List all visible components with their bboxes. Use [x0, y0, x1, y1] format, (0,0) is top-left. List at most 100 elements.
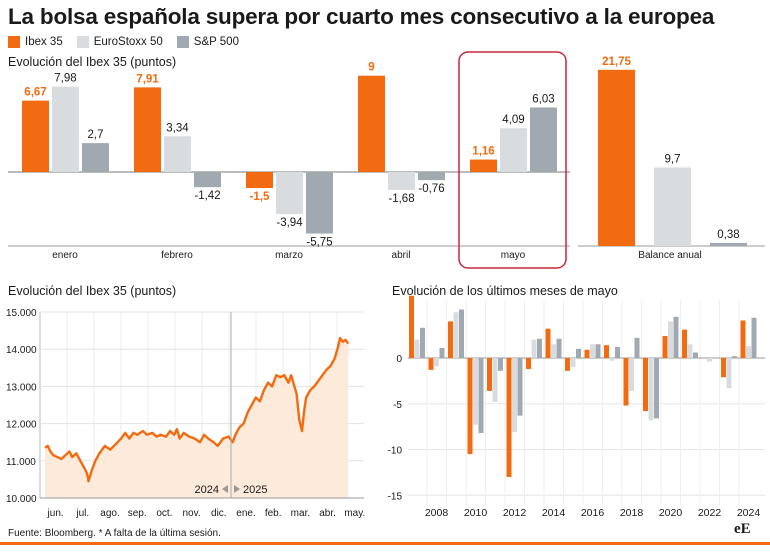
line-chart-xtick-dic: dic. [211, 508, 227, 519]
bar-balance-ibex-35 [598, 69, 635, 246]
bar-may-2015-eurostoxx-50 [570, 358, 576, 368]
chart-title: La bolsa española supera por cuarto mes … [8, 4, 715, 29]
data-label-marzo-eurostoxx-50: -3,94 [276, 217, 303, 229]
bar-may-2011-ibex-35 [487, 358, 492, 391]
line-chart-ytick-13000: 13.000 [6, 382, 37, 393]
bar-may-2021-s-p-500 [693, 352, 698, 358]
month-label-marzo: marzo [275, 250, 303, 261]
bar-may-2020-eurostoxx-50 [668, 321, 673, 358]
data-label-enero-s-p-500: 2,7 [88, 129, 104, 141]
bar-may-2010-eurostoxx-50 [473, 358, 478, 425]
bar-may-2007-eurostoxx-50 [414, 339, 420, 358]
may-chart-xtick-2018: 2018 [620, 507, 644, 519]
may-chart-xtick-2014: 2014 [542, 507, 566, 519]
bar-may-2019-ibex-35 [643, 358, 648, 412]
data-label-mayo-eurostoxx-50: 4,09 [502, 114, 524, 126]
bar-marzo-eurostoxx-50 [276, 172, 303, 215]
bar-marzo-ibex-35 [246, 172, 273, 189]
bar-febrero-eurostoxx-50 [164, 136, 191, 172]
bar-may-2011-s-p-500 [498, 358, 503, 371]
bar-may-2008-s-p-500 [439, 347, 445, 358]
bar-may-2017-eurostoxx-50 [609, 358, 615, 361]
bar-may-2016-s-p-500 [595, 344, 601, 358]
month-label-mayo: mayo [501, 250, 526, 261]
line-chart-xtick-may: may. [344, 508, 365, 519]
ibex-area-fill [45, 338, 349, 498]
bar-may-2020-ibex-35 [662, 336, 668, 358]
line-chart-xtick-abr: abr. [319, 508, 336, 519]
year-arrow-right-icon [234, 485, 240, 493]
data-label-mayo-s-p-500: 6,03 [532, 93, 554, 105]
bar-may-2012-eurostoxx-50 [512, 358, 517, 433]
may-chart-xtick-2016: 2016 [581, 507, 605, 519]
bar-may-2017-ibex-35 [604, 345, 609, 358]
bar-may-2020-s-p-500 [673, 316, 679, 358]
line-chart-xtick-mar: mar. [291, 508, 310, 519]
bar-may-2010-s-p-500 [478, 358, 484, 434]
bar-may-2012-ibex-35 [506, 358, 512, 477]
bar-mayo-s-p-500 [530, 107, 557, 172]
bar-may-2007-ibex-35 [409, 295, 414, 358]
bar-may-2014-s-p-500 [556, 338, 562, 358]
may-chart-xtick-2008: 2008 [425, 507, 449, 519]
bar-may-2013-eurostoxx-50 [531, 339, 537, 358]
legend-item-sp500: S&P 500 [176, 36, 239, 48]
bar-may-2009-eurostoxx-50 [453, 312, 459, 358]
may-chart-xtick-2010: 2010 [464, 507, 488, 519]
bar-enero-s-p-500 [82, 143, 109, 172]
bar-abril-eurostoxx-50 [388, 172, 415, 190]
bar-may-2014-ibex-35 [545, 328, 551, 358]
data-label-enero-eurostoxx-50: 7,98 [54, 73, 76, 85]
bar-may-2024-eurostoxx-50 [746, 346, 751, 358]
line-chart-xtick-ago: ago. [100, 508, 119, 519]
line-chart-ytick-11000: 11.000 [6, 457, 36, 468]
may-chart-xtick-2020: 2020 [659, 507, 683, 519]
data-label-abril-s-p-500: -0,76 [418, 183, 444, 195]
bar-abril-ibex-35 [358, 75, 385, 172]
bar-may-2016-ibex-35 [584, 349, 590, 358]
bar-may-2018-ibex-35 [623, 358, 629, 406]
legend-item-eurostoxx: EuroStoxx 50 [76, 36, 163, 48]
bar-may-2023-s-p-500 [732, 356, 737, 358]
bottom-accent-bar [0, 542, 770, 545]
data-label-marzo-s-p-500: -5,75 [306, 237, 332, 249]
highlight-box-mayo [458, 51, 567, 269]
legend-swatch-eurostoxx [76, 36, 89, 48]
bar-may-2018-s-p-500 [634, 337, 640, 358]
may-chart-ytick-15: -15 [388, 491, 403, 502]
line-chart-ytick-12000: 12.000 [6, 420, 37, 431]
may-chart-xtick-2024: 2024 [737, 507, 761, 519]
may-chart-xtick-2012: 2012 [503, 507, 527, 519]
data-label-abril-ibex-35: 9 [368, 62, 374, 74]
data-label-marzo-ibex-35: -1,5 [250, 191, 270, 203]
month-label-enero: enero [52, 250, 78, 261]
bar-may-2009-s-p-500 [459, 309, 464, 358]
bar-may-2008-ibex-35 [428, 358, 434, 370]
bar-mayo-ibex-35 [470, 159, 497, 172]
bar-febrero-ibex-35 [134, 87, 161, 172]
legend: Ibex 35 EuroStoxx 50 S&P 500 [8, 36, 253, 48]
bar-may-2015-ibex-35 [565, 358, 570, 371]
legend-label-sp500: S&P 500 [193, 36, 239, 48]
bar-may-2019-eurostoxx-50 [648, 358, 654, 421]
bar-may-2007-s-p-500 [420, 327, 425, 358]
line-chart-ytick-14000: 14.000 [6, 345, 37, 356]
bar-enero-ibex-35 [22, 100, 49, 172]
source-note: Fuente: Bloomberg. * A falta de la últim… [8, 528, 221, 539]
bar-may-2021-ibex-35 [682, 329, 687, 358]
year-label-2024: 2024 [195, 484, 219, 496]
data-label-febrero-eurostoxx-50: 3,34 [166, 122, 189, 134]
data-label-mayo-ibex-35: 1,16 [472, 146, 494, 158]
legend-item-ibex: Ibex 35 [8, 36, 63, 48]
line-chart-xtick-feb: feb. [265, 508, 282, 519]
legend-label-eurostoxx: EuroStoxx 50 [93, 36, 163, 48]
year-label-2025: 2025 [243, 484, 267, 496]
bar-balance-s-p-500 [710, 242, 747, 246]
bar-may-2021-eurostoxx-50 [687, 344, 693, 358]
bar-may-2010-ibex-35 [467, 358, 473, 455]
annual-category-label: Balance anual [638, 250, 701, 261]
data-label-abril-eurostoxx-50: -1,68 [388, 193, 414, 205]
bar-febrero-s-p-500 [194, 172, 221, 188]
month-label-abril: abril [392, 250, 411, 261]
